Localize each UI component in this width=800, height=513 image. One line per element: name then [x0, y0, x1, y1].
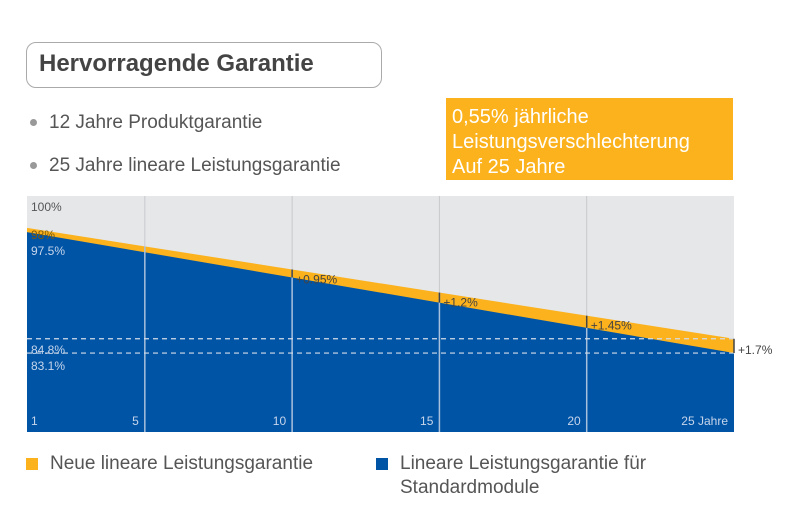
- note-line: Auf 25 Jahre: [452, 156, 566, 178]
- page-title: Hervorragende Garantie: [26, 42, 382, 88]
- y-value-label: 97.5%: [31, 244, 65, 258]
- degradation-note: 0,55% jährliche Leistungsverschlechterun…: [446, 98, 733, 180]
- x-tick-label: 1: [31, 414, 38, 428]
- legend-swatch-yellow: [26, 458, 38, 470]
- y-value-label: 83.1%: [31, 359, 65, 373]
- x-tick-label: 20: [567, 414, 581, 428]
- bullet-icon: [30, 162, 37, 170]
- x-tick-label: 10: [273, 414, 287, 428]
- legend-label: Neue lineare Leistungsgarantie: [50, 453, 314, 474]
- y-value-label: 84.8%: [31, 343, 65, 357]
- y-value-label: 98%: [31, 228, 55, 242]
- x-tick-label: 5: [132, 414, 139, 428]
- legend-label: Lineare Leistungsgarantie für Standardmo…: [400, 453, 647, 498]
- top-label: 100%: [31, 200, 62, 214]
- gap-label: +1.45%: [591, 319, 632, 333]
- x-tick-label: 15: [420, 414, 434, 428]
- bullet-product-warranty: 12 Jahre Produktgarantie: [30, 112, 262, 134]
- x-tick-label: 25 Jahre: [681, 414, 728, 428]
- legend-swatch-blue: [376, 458, 388, 470]
- gap-label: +1.7%: [738, 343, 773, 357]
- bullet-performance-warranty: 25 Jahre lineare Leistungsgarantie: [30, 155, 341, 177]
- bullet-text: 25 Jahre lineare Leistungsgarantie: [49, 155, 341, 176]
- legend-item-standard: Lineare Leistungsgarantie für Standardmo…: [376, 452, 716, 500]
- note-line: Leistungsverschlechterung: [452, 131, 690, 153]
- gap-label: +1.2%: [443, 296, 478, 310]
- legend-item-new: Neue lineare Leistungsgarantie: [26, 452, 313, 476]
- series-standard-area: [27, 232, 734, 432]
- gap-label: +0.95%: [296, 272, 337, 286]
- bullet-text: 12 Jahre Produktgarantie: [49, 112, 263, 133]
- bullet-icon: [30, 119, 37, 127]
- note-line: 0,55% jährliche: [452, 106, 589, 128]
